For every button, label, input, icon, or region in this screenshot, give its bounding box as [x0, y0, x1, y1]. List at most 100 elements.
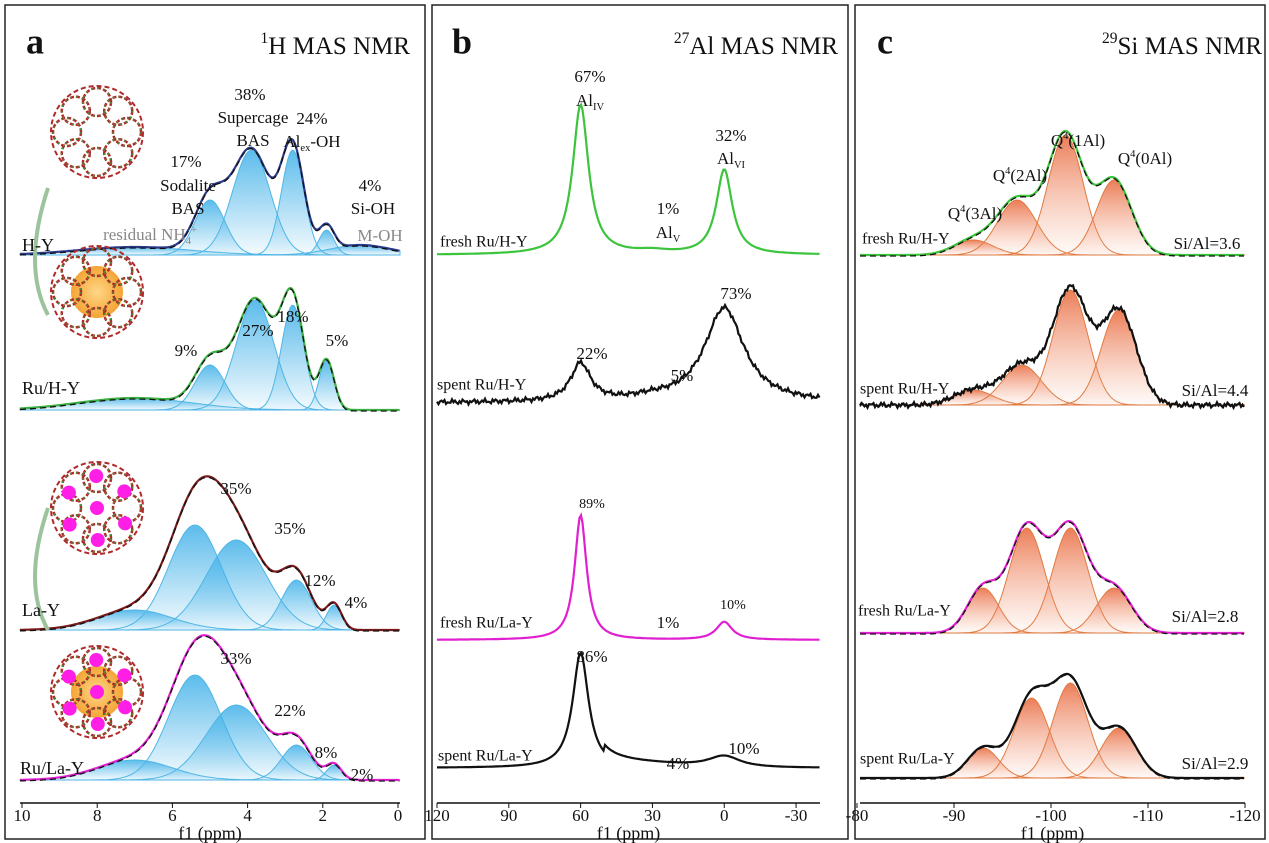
- spectrum: [437, 651, 820, 769]
- peak-label: 67%: [574, 67, 605, 86]
- arrow: [33, 187, 50, 316]
- label-part: Al: [283, 132, 300, 151]
- peak-label: AlVI: [717, 149, 746, 171]
- zeolite-cage: [103, 138, 133, 168]
- label-part: Q: [1051, 131, 1063, 150]
- peak-label: 2%: [351, 765, 374, 784]
- peak-label: residual NH4+: [103, 225, 197, 247]
- peak-label: 12%: [304, 571, 335, 590]
- zeolite-cage: [82, 307, 112, 337]
- la-ion: [62, 701, 77, 716]
- peak-label: 89%: [579, 497, 605, 512]
- label-part: Al: [656, 223, 673, 242]
- peak-label: 8%: [315, 743, 338, 762]
- zeolite-cage: [103, 96, 133, 126]
- zeolite-cage: [61, 256, 91, 286]
- peak-label: 27%: [242, 321, 273, 340]
- fit-curve: [19, 139, 400, 256]
- zeolite-cage: [61, 96, 91, 126]
- zeolite-cage: [82, 247, 112, 277]
- zeolite-cage: [103, 698, 133, 728]
- x-tick-label: -100: [1035, 806, 1066, 825]
- peak-label: 10%: [728, 739, 759, 758]
- peak-label: Sodalite: [160, 176, 216, 195]
- label-part: +: [191, 225, 197, 236]
- zeolite-cage: [82, 87, 112, 117]
- label-part: Al: [576, 91, 593, 110]
- peak-label: 5%: [326, 331, 349, 350]
- la-ion: [117, 484, 132, 499]
- label-part: ex: [300, 143, 311, 154]
- fit-curve: [20, 635, 400, 782]
- zeolite-cage: [103, 656, 133, 686]
- spectrum: [860, 129, 1244, 257]
- peak-label: 35%: [220, 479, 251, 498]
- artwork: [19, 85, 1246, 808]
- peak-label: Q4(0Al): [1118, 149, 1172, 168]
- zeolite-cage: [61, 298, 91, 328]
- peak-label: Alex-OH: [283, 132, 340, 154]
- peak-label: 4%: [359, 176, 382, 195]
- fit-curve: [19, 288, 400, 412]
- label-part: 4: [186, 236, 192, 247]
- zeolite-cage: [112, 117, 142, 147]
- zeolite-cage: [52, 493, 82, 523]
- la-ion: [89, 653, 104, 668]
- zeolite-cage: [82, 147, 112, 177]
- peak-label: M-OH: [357, 226, 402, 245]
- label-part: (0Al): [1135, 149, 1172, 168]
- peak-label: 10%: [720, 598, 746, 613]
- sample-label: H-Y: [22, 235, 54, 255]
- label-part: 4: [1130, 149, 1136, 160]
- x-tick-label: 4: [243, 806, 252, 825]
- la-ion: [90, 532, 105, 547]
- peak-label: 22%: [274, 701, 305, 720]
- panel-letter: c: [877, 21, 893, 61]
- x-tick-label: -30: [785, 806, 808, 825]
- sample-label: fresh Ru/La-Y: [440, 615, 533, 632]
- label-part: 4: [960, 204, 966, 215]
- peak-label: 35%: [274, 519, 305, 538]
- la-ion: [118, 516, 133, 531]
- label-part: 1: [261, 30, 269, 47]
- la-ion: [62, 517, 77, 532]
- zeolite-cage: [112, 677, 142, 707]
- spectrum: [20, 475, 400, 632]
- sample-label: Ru/H-Y: [22, 378, 80, 398]
- la-ion: [89, 469, 104, 484]
- zeolite-cage: [61, 514, 91, 544]
- sample-label: Ru/La-Y: [20, 758, 84, 778]
- panel-frame: [854, 4, 1266, 840]
- peak-label: Si/Al=4.4: [1182, 381, 1249, 400]
- spectrum: [859, 283, 1245, 411]
- label-part: 29: [1102, 30, 1118, 47]
- zeolite-cage: [52, 117, 82, 147]
- peak-label: 1%: [657, 613, 680, 632]
- sample-label: spent Ru/H-Y: [860, 381, 950, 398]
- zeolite-cage: [112, 493, 142, 523]
- panel-title: 29Si MAS NMR: [1102, 30, 1262, 60]
- label-part: (3Al): [965, 204, 1002, 223]
- spectrum: [437, 512, 820, 641]
- peak-label: 32%: [715, 126, 746, 145]
- x-tick-label: -80: [846, 806, 869, 825]
- spectrum: [860, 519, 1244, 635]
- zeolite-cage: [103, 472, 133, 502]
- spectrum: [860, 672, 1244, 780]
- label-part: Q: [993, 166, 1005, 185]
- zeolite-ring: [50, 461, 144, 555]
- x-axis-label: f1 (ppm): [178, 823, 241, 843]
- label-part: Q: [948, 204, 960, 223]
- la-ion: [117, 668, 132, 683]
- peak-label: Supercage: [218, 108, 289, 127]
- x-tick-label: 10: [14, 806, 31, 825]
- zeolite-cage: [61, 698, 91, 728]
- panel-frame: [4, 4, 426, 840]
- x-tick-label: 0: [394, 806, 403, 825]
- peak-label: BAS: [171, 199, 204, 218]
- la-ion: [61, 485, 76, 500]
- zeolite-cage: [103, 514, 133, 544]
- peak-label: Q4(2Al): [993, 166, 1047, 185]
- peak-label: 1%: [657, 199, 680, 218]
